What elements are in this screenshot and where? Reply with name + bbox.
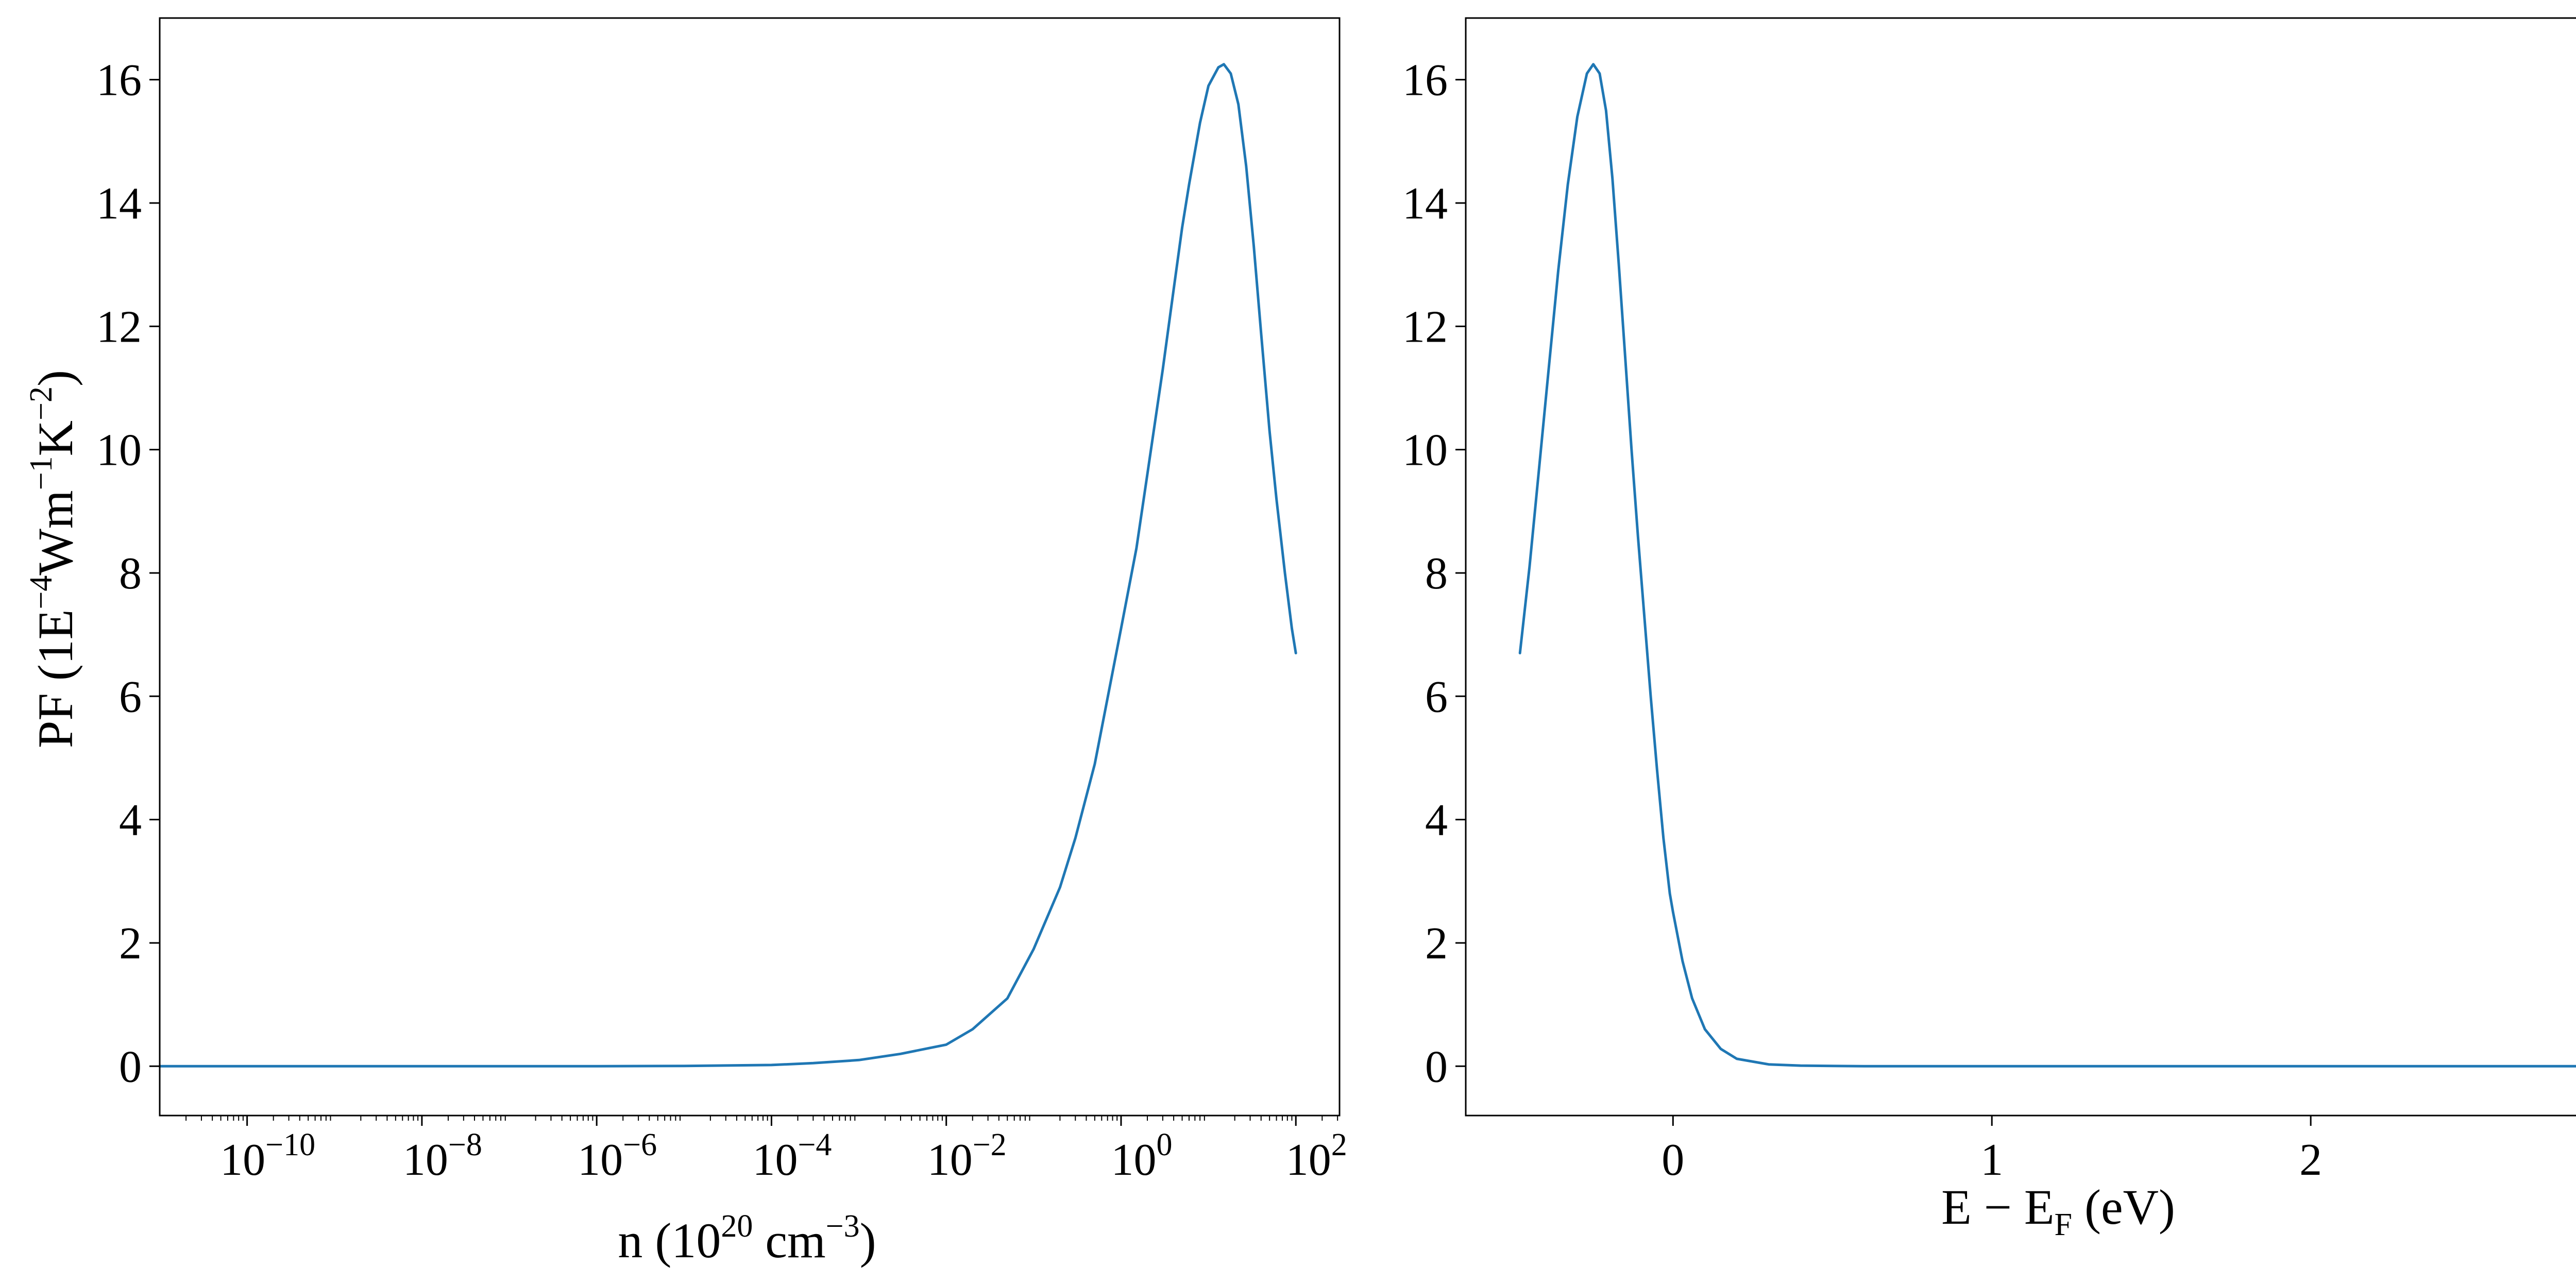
left-y-tick-label: 14: [96, 179, 142, 229]
left-y-tick-label: 2: [119, 919, 142, 969]
right-y-tick-label: 14: [1402, 179, 1448, 229]
right-x-axis-label: E − EF (eV): [1941, 1179, 2175, 1242]
left-y-tick-label: 0: [119, 1042, 142, 1092]
right-y-tick-label: 6: [1425, 672, 1448, 722]
left-y-tick-label: 8: [119, 549, 142, 599]
left-x-tick-label: 10−2: [927, 1127, 1007, 1185]
right-x-ticks: 0123: [1662, 1116, 2322, 1185]
left-x-axis-label: n (1020 cm−3): [618, 1209, 876, 1268]
left-y-tick-label: 10: [96, 426, 142, 476]
right-y-tick-label: 16: [1402, 56, 1448, 106]
right-plot-frame: [1465, 17, 2576, 1117]
left-x-tick-label: 10−4: [752, 1127, 832, 1185]
right-y-tick-label: 4: [1425, 796, 1448, 846]
right-series-layer: [1518, 63, 2576, 1068]
left-y-tick-label: 12: [96, 302, 142, 352]
right-series-line-0: [1518, 63, 2576, 1068]
left-x-ticks: 10−10 10−8 10−6 10−4 10−2 100 102: [185, 1116, 1347, 1185]
left-y-ticks: 0 2 4 6 8 10 12 14 16: [96, 56, 160, 1092]
right-y-tick-label: 2: [1425, 919, 1448, 969]
right-x-tick-label: 2: [2299, 1135, 2322, 1185]
left-x-tick-label: 102: [1286, 1127, 1347, 1185]
left-series-layer: [158, 63, 1297, 1068]
right-y-tick-label: 12: [1402, 302, 1448, 352]
left-plot-frame: [159, 17, 1341, 1117]
left-y-axis-label: PF (1E−4Wm−1K−2): [24, 370, 83, 748]
left-x-tick-label: 10−6: [578, 1127, 657, 1185]
left-series-line-0: [158, 63, 1297, 1068]
left-y-tick-label: 4: [119, 796, 142, 846]
right-y-tick-label: 8: [1425, 549, 1448, 599]
left-x-tick-label: 10−8: [403, 1127, 482, 1185]
right-y-ticks: 0 2 4 6 8 10 12 14 16: [1402, 56, 1466, 1092]
right-y-tick-label: 0: [1425, 1042, 1448, 1092]
right-x-tick-label: 0: [1662, 1135, 1684, 1185]
right-x-tick-label: 1: [1980, 1135, 2003, 1185]
right-y-tick-label: 10: [1402, 426, 1448, 476]
left-x-tick-label: 100: [1111, 1127, 1172, 1185]
left-y-tick-label: 16: [96, 56, 142, 106]
left-x-tick-label: 10−10: [220, 1127, 315, 1185]
left-y-tick-label: 6: [119, 672, 142, 722]
